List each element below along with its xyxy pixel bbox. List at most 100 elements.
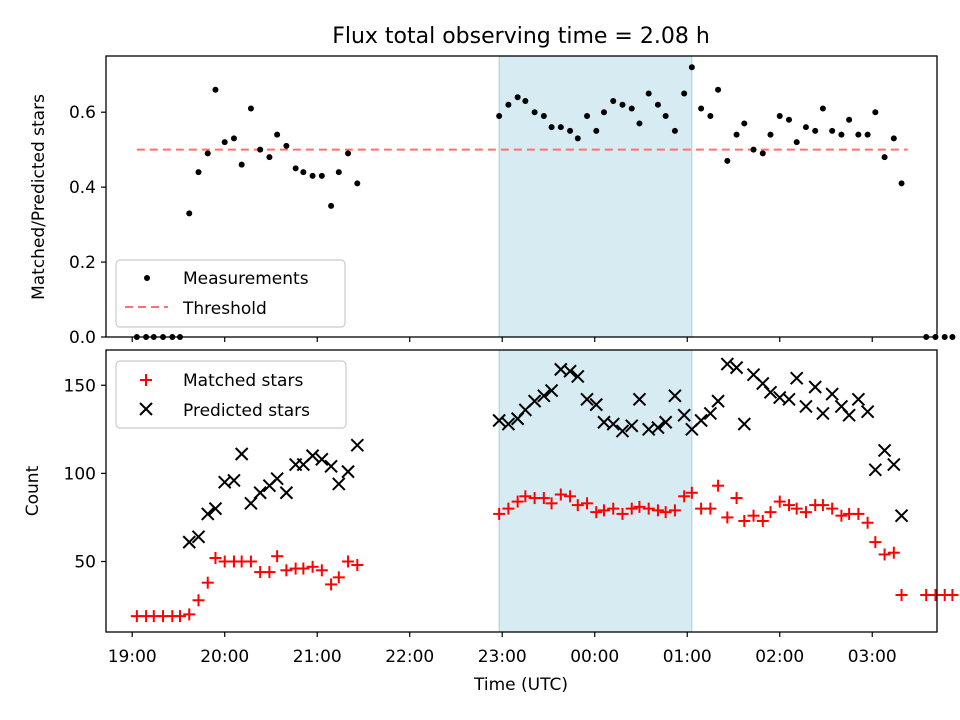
predicted-point — [253, 486, 267, 500]
matched-point — [315, 564, 328, 577]
matched-point — [625, 502, 638, 515]
measurement-point — [793, 139, 800, 146]
measurement-point — [567, 127, 574, 134]
top-y-axis-label: Matched/Predicted stars — [29, 94, 49, 300]
predicted-point — [315, 452, 329, 466]
y-tick-label: 0.6 — [69, 103, 96, 123]
observing-window-shade-bottom — [498, 349, 693, 633]
matched-point — [192, 594, 205, 607]
y-tick-label: 150 — [64, 376, 96, 396]
measurement-point — [838, 131, 845, 138]
predicted-point — [894, 508, 909, 523]
measurement-point — [345, 150, 352, 157]
bottom-y-axis-label: Count — [23, 465, 43, 516]
predicted-point — [677, 408, 691, 422]
matched-point — [869, 536, 882, 549]
bottom-legend-box — [115, 360, 347, 429]
matched-point — [174, 610, 187, 623]
matched-point — [756, 514, 769, 527]
measurement-point — [741, 120, 748, 127]
predicted-point — [537, 389, 551, 403]
matched-point — [564, 490, 577, 503]
predicted-point — [720, 357, 735, 371]
predicted-point — [571, 369, 585, 384]
measurement-point — [855, 131, 862, 138]
matched-point — [685, 486, 698, 499]
predicted-point — [625, 419, 639, 433]
measurement-point — [505, 101, 512, 108]
measurement-point — [698, 105, 705, 112]
count-points — [130, 357, 959, 623]
matched-point — [581, 497, 594, 510]
top-legend-box — [115, 259, 346, 328]
matched-point — [502, 502, 515, 515]
matched-point — [633, 500, 646, 513]
legend-measurements-label: Measurements — [183, 269, 309, 289]
measurement-point — [776, 112, 783, 119]
matched-point — [747, 509, 760, 522]
predicted-point — [341, 464, 355, 479]
measurement-point — [846, 116, 853, 123]
matched-point — [590, 506, 603, 519]
predicted-point — [868, 463, 883, 477]
matched-point — [332, 571, 345, 584]
measurement-point — [812, 127, 819, 134]
predicted-point — [615, 424, 630, 438]
matched-point — [201, 576, 214, 589]
x-tick-label: 00:00 — [570, 647, 619, 667]
measurement-point — [221, 139, 228, 146]
matched-point — [946, 588, 959, 601]
predicted-point — [632, 392, 647, 407]
measurement-point — [195, 169, 202, 176]
matched-point — [861, 516, 874, 529]
matched-point — [545, 497, 558, 510]
predicted-point — [580, 392, 594, 407]
predicted-point — [589, 397, 603, 412]
x-tick-label: 02:00 — [755, 647, 804, 667]
measurement-point — [283, 142, 290, 149]
legend-predicted-marker — [139, 402, 153, 416]
measurement-point — [881, 154, 888, 161]
predicted-point — [234, 447, 249, 461]
predicted-point — [606, 417, 620, 431]
legend-matched-marker — [140, 374, 152, 386]
measurement-point — [354, 180, 361, 187]
measurement-point — [715, 86, 722, 93]
predicted-point — [789, 371, 804, 385]
x-tick-label: 20:00 — [200, 647, 249, 667]
y-tick-label: 0.0 — [69, 328, 96, 348]
predicted-point — [851, 392, 866, 407]
bottom-y-ticks: 50 100 150 — [64, 376, 106, 573]
predicted-point — [842, 408, 856, 422]
matched-point — [297, 562, 310, 575]
x-tick-label: 03:00 — [848, 647, 897, 667]
matched-point — [773, 495, 786, 508]
matched-point — [790, 502, 803, 515]
matched-point — [244, 555, 257, 568]
predicted-point — [182, 535, 196, 549]
measurement-point — [600, 109, 607, 116]
predicted-point — [729, 360, 744, 375]
predicted-point — [332, 477, 346, 491]
matched-point — [183, 608, 196, 621]
measurement-point — [204, 150, 211, 157]
matched-point — [537, 492, 550, 505]
matched-point — [519, 490, 532, 503]
predicted-point — [860, 404, 875, 419]
measurement-point — [662, 112, 669, 119]
matched-point — [826, 502, 839, 515]
matched-point — [651, 504, 664, 517]
measurement-point — [636, 120, 643, 127]
predicted-point — [816, 406, 830, 421]
matched-point — [325, 578, 338, 591]
legend-measurements-marker — [144, 275, 150, 281]
x-axis-label: Time (UTC) — [473, 675, 568, 695]
measurement-point — [688, 64, 695, 71]
matched-point — [878, 548, 891, 561]
predicted-point — [324, 459, 338, 474]
measurement-point — [266, 154, 273, 161]
legend-threshold-label: Threshold — [182, 299, 267, 319]
measurement-point — [257, 146, 264, 153]
measurement-point — [898, 180, 905, 187]
measurement-point — [941, 334, 948, 340]
